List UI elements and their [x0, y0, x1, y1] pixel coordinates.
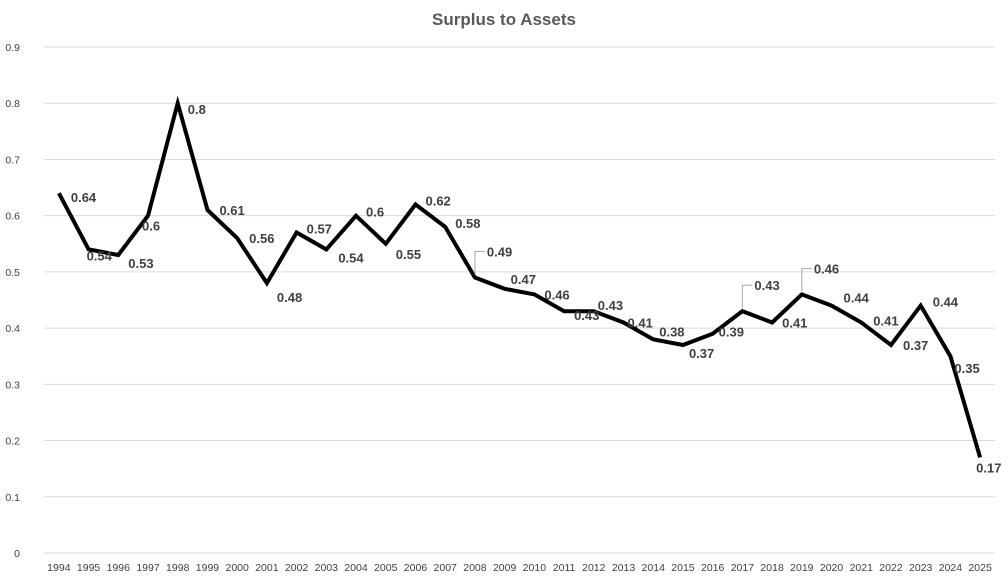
series-line: [57, 95, 983, 458]
data-label: 0.37: [903, 338, 928, 353]
data-label: 0.62: [425, 193, 450, 208]
y-tick-label: 0.8: [5, 98, 20, 110]
gridlines: [44, 46, 995, 554]
data-label: 0.43: [598, 298, 623, 313]
x-tick-label: 1994: [47, 562, 71, 574]
data-label: 0.39: [719, 325, 744, 340]
y-tick-label: 0: [14, 548, 20, 560]
data-label: 0.46: [544, 287, 569, 302]
data-label: 0.58: [455, 216, 480, 231]
y-tick-label: 0.4: [5, 323, 20, 335]
x-tick-label: 2006: [404, 562, 428, 574]
y-axis-ticks: 0 0.1 0.2 0.3 0.4 0.5 0.6 0.7 0.8 0.9: [5, 42, 20, 560]
data-labels: 0.64 0.54 0.53 0.6 0.8 0.61 0.56 0.48 0.57 0.54 0.…: [71, 102, 1002, 475]
x-tick-label: 2010: [523, 562, 547, 574]
x-tick-label: 2013: [612, 562, 636, 574]
data-label: 0.38: [659, 324, 684, 339]
data-label: 0.6: [142, 219, 160, 234]
x-tick-label: 1998: [166, 562, 190, 574]
data-label: 0.46: [814, 261, 839, 276]
x-tick-label: 2017: [731, 562, 755, 574]
x-tick-label: 1997: [136, 562, 160, 574]
x-tick-label: 2005: [374, 562, 398, 574]
data-label: 0.35: [954, 361, 979, 376]
data-label: 0.54: [87, 248, 113, 263]
data-label: 0.41: [628, 315, 653, 330]
x-tick-label: 2009: [493, 562, 517, 574]
x-tick-label: 2004: [344, 562, 368, 574]
data-label: 0.44: [933, 295, 959, 310]
data-label: 0.41: [782, 315, 807, 330]
data-label: 0.43: [754, 278, 779, 293]
y-tick-label: 0.1: [5, 492, 20, 504]
data-label: 0.53: [128, 256, 153, 271]
x-tick-label: 2014: [642, 562, 666, 574]
data-label: 0.8: [188, 102, 206, 117]
data-label: 0.61: [219, 203, 244, 218]
series-line-group: [57, 95, 983, 458]
data-label: 0.17: [976, 460, 1001, 475]
x-tick-label: 2016: [701, 562, 725, 574]
data-label: 0.41: [873, 313, 898, 328]
y-tick-label: 0.7: [5, 154, 20, 166]
y-tick-label: 0.3: [5, 379, 20, 391]
x-tick-label: 2020: [820, 562, 844, 574]
y-tick-label: 0.5: [5, 267, 20, 279]
x-tick-label: 2011: [553, 562, 576, 574]
data-label: 0.43: [574, 308, 599, 323]
x-tick-label: 2022: [879, 562, 903, 574]
x-tick-label: 2019: [790, 562, 814, 574]
x-tick-label: 2024: [939, 562, 963, 574]
x-tick-label: 1995: [77, 562, 101, 574]
data-label: 0.64: [71, 190, 97, 205]
data-label: 0.6: [366, 205, 384, 220]
x-tick-label: 2001: [255, 562, 279, 574]
y-tick-label: 0.6: [5, 211, 20, 223]
x-axis-ticks: 1994 1995 1996 1997 1998 1999 2000 2001 2002 2003…: [47, 562, 992, 574]
label-leader-line: [474, 251, 485, 275]
data-label: 0.44: [844, 291, 870, 306]
data-label: 0.56: [249, 231, 274, 246]
y-tick-label: 0.2: [5, 436, 20, 448]
y-tick-label: 0.9: [5, 42, 20, 54]
x-tick-label: 2018: [760, 562, 784, 574]
x-tick-label: 2003: [315, 562, 339, 574]
label-leaders: [474, 251, 812, 309]
data-label: 0.49: [487, 245, 512, 260]
data-label: 0.54: [338, 250, 364, 265]
x-tick-label: 1999: [196, 562, 220, 574]
data-label: 0.47: [511, 272, 536, 287]
data-label: 0.57: [307, 222, 332, 237]
label-leader-line: [741, 284, 753, 309]
x-tick-label: 2007: [434, 562, 458, 574]
x-tick-label: 2025: [968, 562, 992, 574]
x-tick-label: 2000: [225, 562, 249, 574]
x-tick-label: 2002: [285, 562, 309, 574]
label-leader-line: [801, 267, 812, 292]
x-tick-label: 2012: [582, 562, 606, 574]
x-tick-label: 2021: [850, 562, 874, 574]
data-label: 0.55: [396, 247, 421, 262]
data-label: 0.37: [689, 346, 714, 361]
data-label: 0.48: [277, 290, 302, 305]
x-tick-label: 2015: [671, 562, 695, 574]
x-tick-label: 2008: [463, 562, 487, 574]
x-tick-label: 1996: [107, 562, 131, 574]
x-tick-label: 2023: [909, 562, 933, 574]
chart-title: Surplus to Assets: [432, 10, 576, 29]
